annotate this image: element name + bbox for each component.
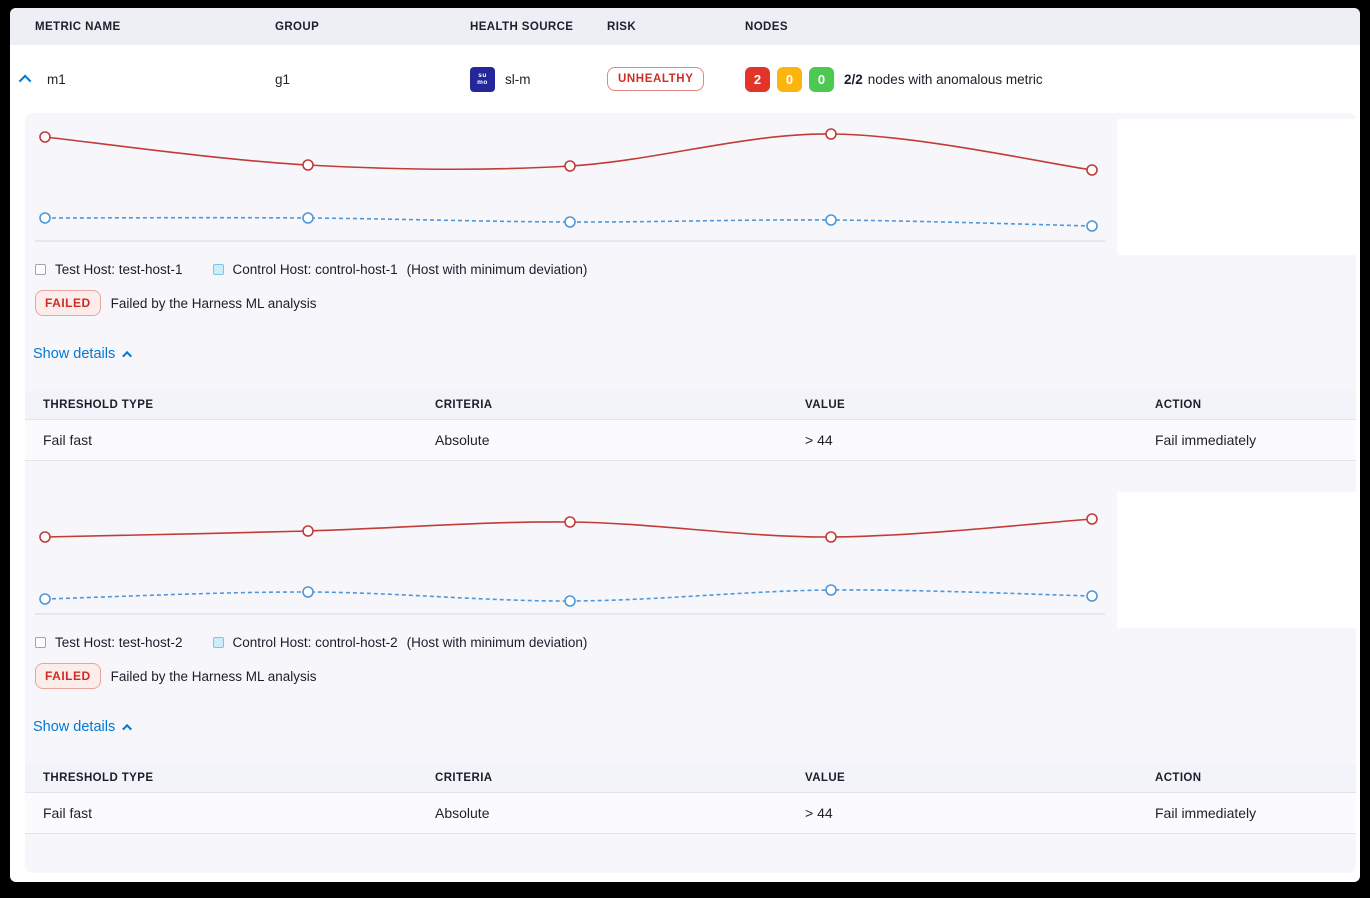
unhealthy-node-count-badge: 2 <box>745 66 770 92</box>
expanded-metric-panel: Test Host: test-host-1 Control Host: con… <box>25 113 1356 873</box>
health-source-value: sl-m <box>505 71 531 87</box>
observe-node-count-badge: 0 <box>777 66 802 92</box>
threshold-details-table-2: THRESHOLD TYPE CRITERIA VALUE ACTION Fai… <box>25 764 1356 834</box>
action-value: Fail immediately <box>1155 805 1257 821</box>
table-header-bar: METRIC NAME GROUP HEALTH SOURCE RISK NOD… <box>10 8 1360 45</box>
host-analysis-section-1: Test Host: test-host-1 Control Host: con… <box>25 113 1356 461</box>
host-analysis-section-2: Test Host: test-host-2 Control Host: con… <box>25 486 1356 834</box>
criteria-header: CRITERIA <box>435 399 493 411</box>
minimum-deviation-note: (Host with minimum deviation) <box>406 262 588 277</box>
value-value: > 44 <box>805 805 833 821</box>
metric-name-value: m1 <box>47 71 66 87</box>
action-value: Fail immediately <box>1155 432 1257 448</box>
collapse-chevron-icon[interactable] <box>18 74 32 87</box>
timeseries-chart-2[interactable] <box>25 486 1117 628</box>
host-chart-row-2 <box>25 486 1356 628</box>
value-header: VALUE <box>805 399 846 411</box>
failed-status-badge: FAILED <box>35 290 101 316</box>
criteria-header: CRITERIA <box>435 772 493 784</box>
risk-status-badge: UNHEALTHY <box>607 67 705 91</box>
criteria-value: Absolute <box>435 805 490 821</box>
group-value: g1 <box>275 71 291 87</box>
chart-legend-2: Test Host: test-host-2 Control Host: con… <box>35 634 1356 651</box>
column-header-group: GROUP <box>275 20 320 33</box>
timeseries-chart-1[interactable] <box>25 113 1117 255</box>
analysis-status-message: Failed by the Harness ML analysis <box>110 295 317 311</box>
column-header-health-source: HEALTH SOURCE <box>470 20 574 33</box>
threshold-table-header: THRESHOLD TYPE CRITERIA VALUE ACTION <box>25 391 1356 420</box>
criteria-value: Absolute <box>435 432 490 448</box>
control-host-swatch-icon[interactable] <box>212 264 224 275</box>
value-header: VALUE <box>805 772 846 784</box>
analysis-status-message: Failed by the Harness ML analysis <box>110 668 317 684</box>
threshold-table-header: THRESHOLD TYPE CRITERIA VALUE ACTION <box>25 764 1356 793</box>
healthy-node-count-badge: 0 <box>809 66 834 92</box>
analysis-status-row-1: FAILED Failed by the Harness ML analysis <box>35 290 1356 316</box>
chevron-up-icon <box>122 723 133 734</box>
chevron-up-icon <box>122 350 133 361</box>
threshold-type-header: THRESHOLD TYPE <box>43 772 154 784</box>
legend-test-host[interactable]: Test Host: test-host-2 <box>35 635 183 650</box>
legend-test-host[interactable]: Test Host: test-host-1 <box>35 262 183 277</box>
metrics-analysis-view: METRIC NAME GROUP HEALTH SOURCE RISK NOD… <box>10 8 1360 882</box>
test-host-swatch-icon[interactable] <box>35 637 46 648</box>
show-details-toggle-1[interactable]: Show details <box>33 346 133 362</box>
legend-control-host[interactable]: Control Host: control-host-1 <box>212 262 398 277</box>
control-host-swatch-icon[interactable] <box>212 637 224 648</box>
threshold-type-value: Fail fast <box>43 805 93 821</box>
threshold-details-table-1: THRESHOLD TYPE CRITERIA VALUE ACTION Fai… <box>25 391 1356 461</box>
action-header: ACTION <box>1155 772 1202 784</box>
threshold-type-header: THRESHOLD TYPE <box>43 399 154 411</box>
analysis-status-row-2: FAILED Failed by the Harness ML analysis <box>35 663 1356 689</box>
action-header: ACTION <box>1155 399 1202 411</box>
host-chart-row-1 <box>25 113 1356 255</box>
failed-status-badge: FAILED <box>35 663 101 689</box>
node-summary-text: 2/2 nodes with anomalous metric <box>844 71 1043 87</box>
chart-empty-area-2 <box>1117 492 1356 628</box>
column-header-metric-name: METRIC NAME <box>35 20 121 33</box>
column-header-nodes: NODES <box>745 20 788 33</box>
minimum-deviation-note: (Host with minimum deviation) <box>406 635 588 650</box>
show-details-toggle-2[interactable]: Show details <box>33 719 133 735</box>
chart-legend-1: Test Host: test-host-1 Control Host: con… <box>35 261 1356 278</box>
sumo-logic-icon: su mo <box>470 66 495 92</box>
threshold-table-row: Fail fast Absolute > 44 Fail immediately <box>25 420 1356 461</box>
test-host-swatch-icon[interactable] <box>35 264 46 275</box>
column-header-risk: RISK <box>607 20 637 33</box>
threshold-table-row: Fail fast Absolute > 44 Fail immediately <box>25 793 1356 834</box>
threshold-type-value: Fail fast <box>43 432 93 448</box>
legend-control-host[interactable]: Control Host: control-host-2 <box>212 635 398 650</box>
value-value: > 44 <box>805 432 833 448</box>
metric-row[interactable]: m1 g1 su mo sl-m UNHEALTHY 2 0 0 2/2 node… <box>10 45 1360 113</box>
chart-empty-area-1 <box>1117 119 1356 255</box>
